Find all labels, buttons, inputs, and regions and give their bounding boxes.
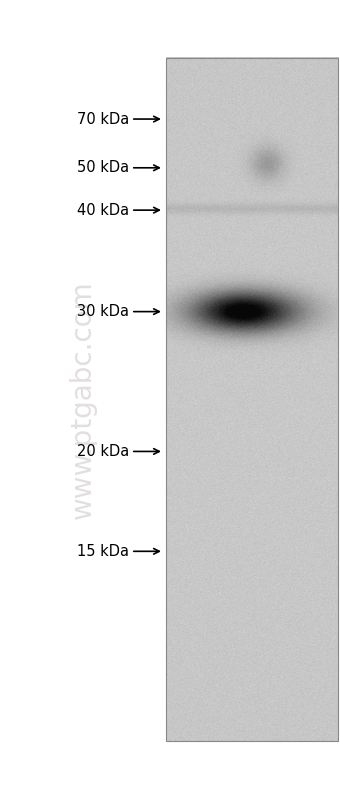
Text: www.ptgabc.com: www.ptgabc.com bbox=[69, 280, 97, 519]
Bar bbox=[166, 58, 338, 741]
Text: 50 kDa: 50 kDa bbox=[77, 161, 129, 175]
Text: 15 kDa: 15 kDa bbox=[77, 544, 129, 559]
Text: 70 kDa: 70 kDa bbox=[77, 112, 129, 126]
Text: 20 kDa: 20 kDa bbox=[77, 444, 129, 459]
Text: 40 kDa: 40 kDa bbox=[77, 203, 129, 217]
Text: 30 kDa: 30 kDa bbox=[77, 304, 129, 319]
